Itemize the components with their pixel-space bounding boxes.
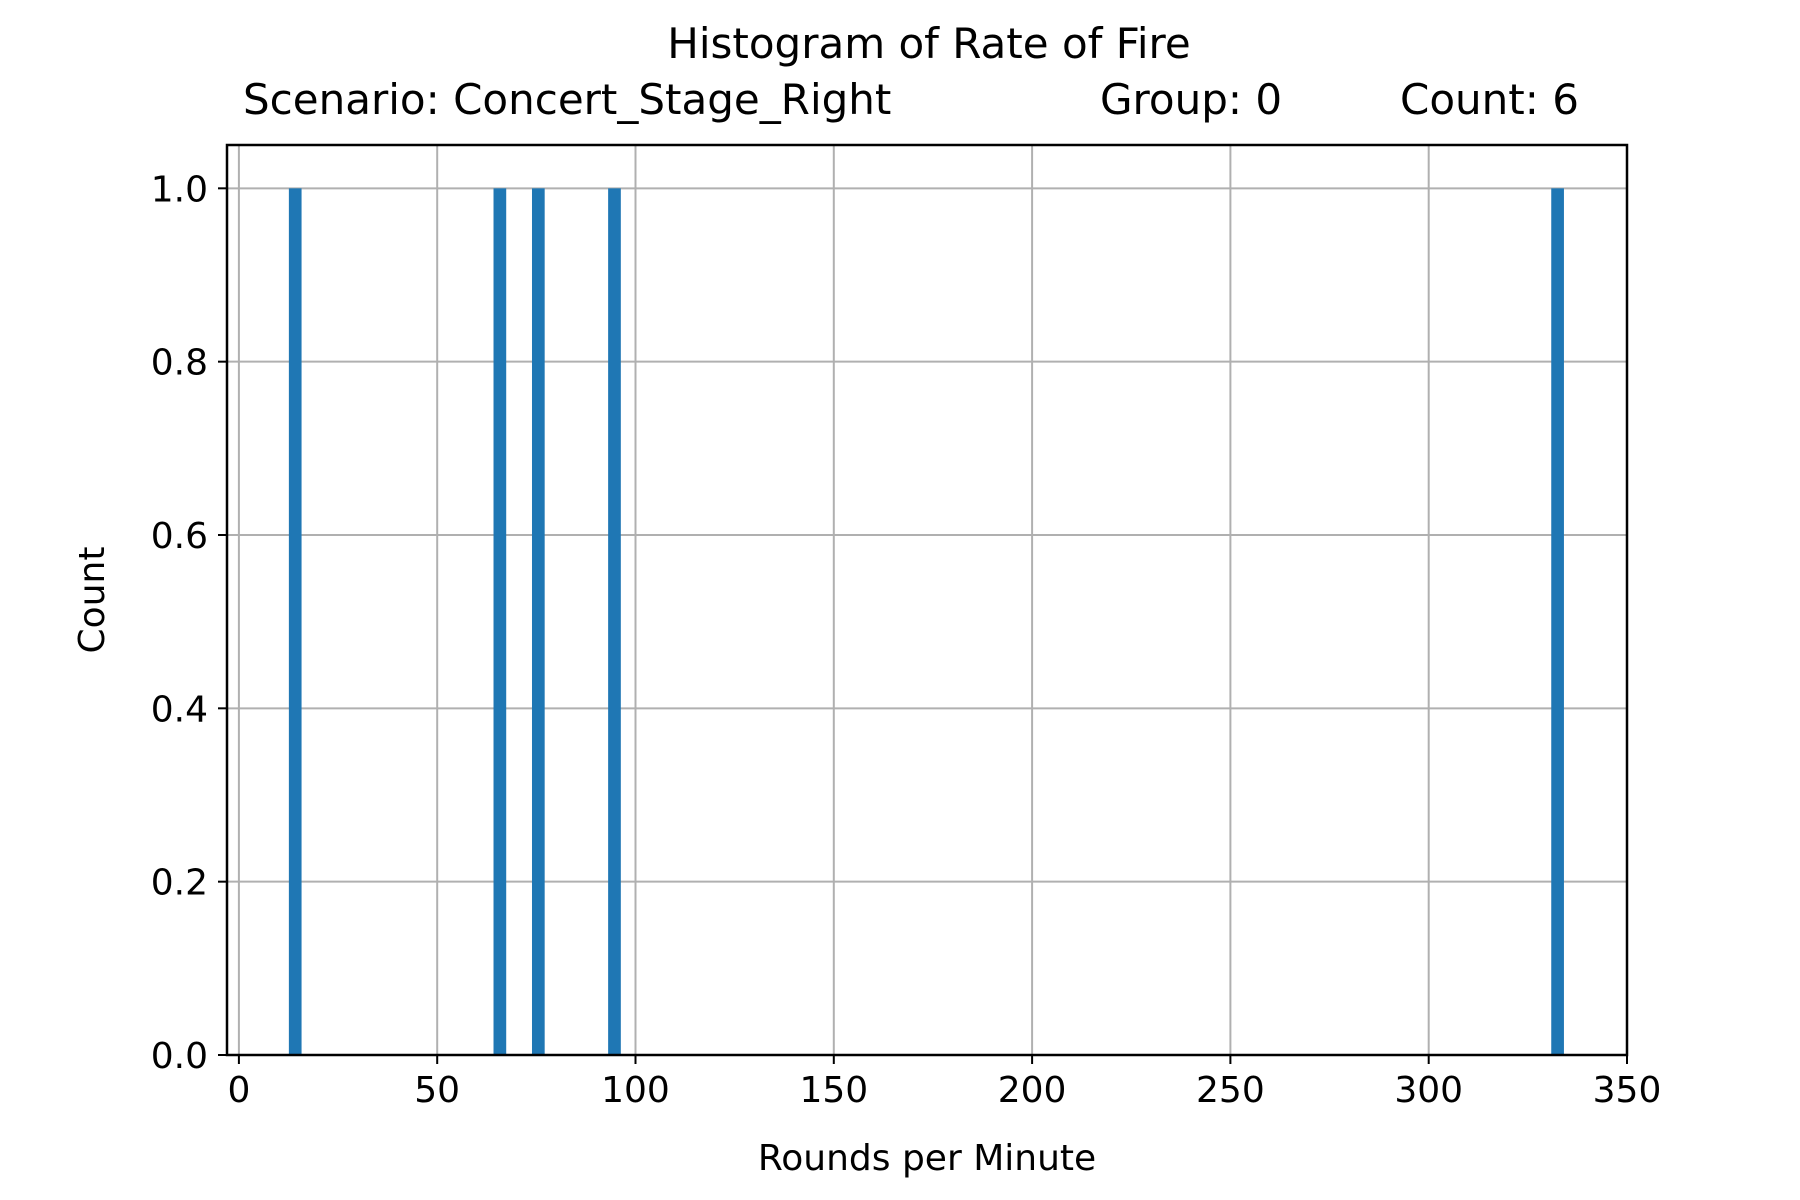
histogram-bar <box>531 188 545 1056</box>
x-tick-label: 50 <box>414 1070 460 1111</box>
subtitle-scenario: Scenario: Concert_Stage_Right <box>243 75 891 124</box>
x-tick-label: 300 <box>1394 1070 1463 1111</box>
x-tick-label: 100 <box>601 1070 670 1111</box>
y-axis-ticks: 0.0 0.2 0.4 0.6 0.8 1.0 <box>151 169 227 1077</box>
y-axis-label: Count <box>72 547 113 654</box>
y-tick-label: 0.8 <box>151 343 208 384</box>
subtitle-count: Count: 6 <box>1400 75 1579 124</box>
grid-lines <box>227 145 1628 1056</box>
y-tick-label: 0.2 <box>151 863 208 904</box>
x-tick-label: 250 <box>1196 1070 1265 1111</box>
x-tick-label: 350 <box>1593 1070 1662 1111</box>
x-axis-label: Rounds per Minute <box>758 1138 1096 1179</box>
x-tick-label: 0 <box>227 1070 250 1111</box>
chart-title: Histogram of Rate of Fire <box>667 19 1191 68</box>
subtitle-group: Group: 0 <box>1100 75 1282 124</box>
bars <box>288 188 1564 1056</box>
y-tick-label: 0.4 <box>151 689 208 730</box>
histogram-bar <box>288 188 302 1056</box>
x-tick-label: 200 <box>998 1070 1067 1111</box>
x-tick-label: 150 <box>799 1070 868 1111</box>
histogram-bar <box>608 188 621 1056</box>
histogram-bar <box>493 188 507 1056</box>
y-tick-label: 1.0 <box>151 169 208 210</box>
plot-frame <box>225 143 1629 1057</box>
histogram-bar <box>1551 188 1564 1056</box>
x-axis-ticks: 0 50 100 150 200 250 300 350 <box>227 1055 1661 1111</box>
y-tick-label: 0.0 <box>151 1036 208 1077</box>
y-tick-label: 0.6 <box>151 516 208 557</box>
